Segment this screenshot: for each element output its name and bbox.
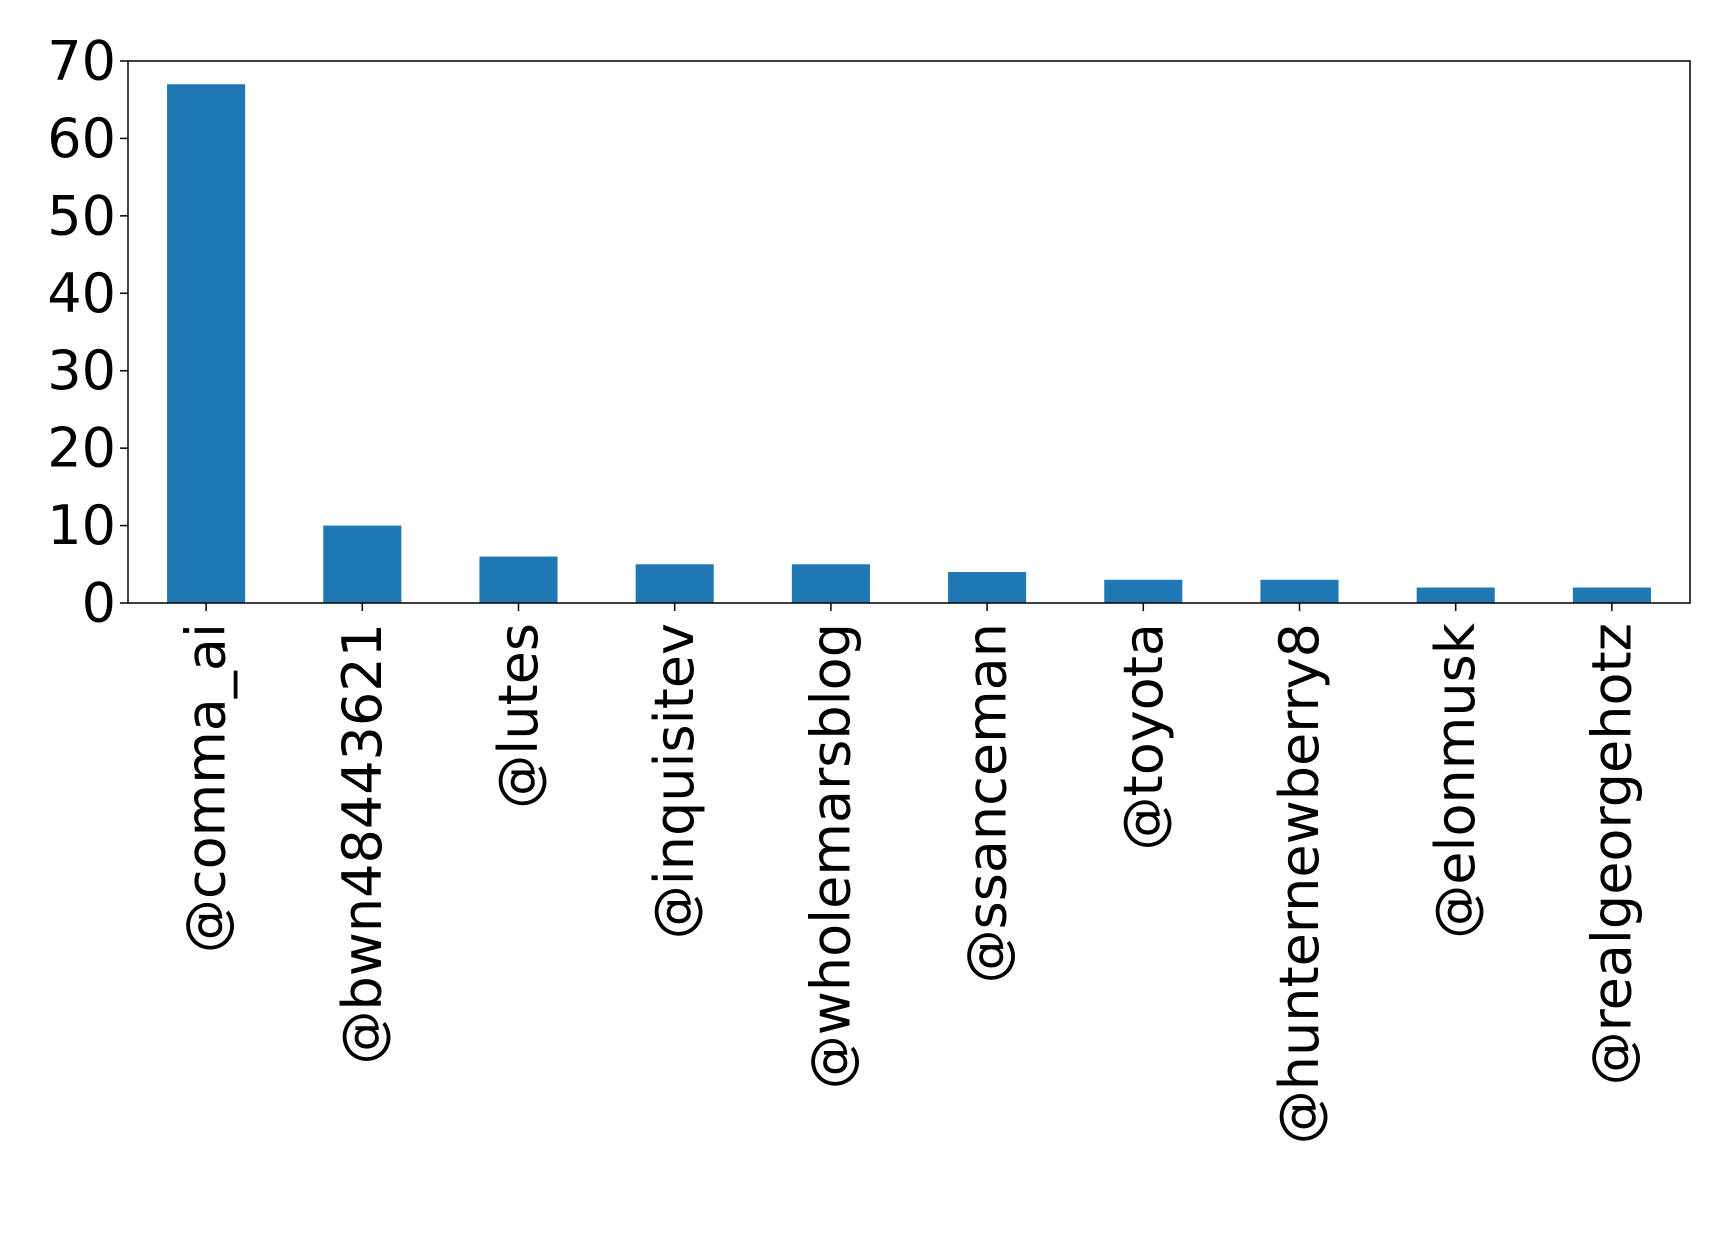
y-tick-label: 40 [47,262,116,325]
bar [1416,587,1495,603]
y-tick-label: 10 [47,494,116,557]
plot-frame [127,60,1691,604]
y-tick-label: 70 [47,30,116,93]
x-tick-label: @toyota [1112,623,1175,850]
bar [1104,579,1183,603]
y-tick-label: 30 [47,339,116,402]
bar [948,572,1027,603]
bar [479,556,558,603]
bar [1260,579,1339,603]
x-axis: @comma_ai @bwn48443621 @lutes @inquisitev @w… [175,603,1643,1144]
x-tick-label: @hunternewberry8 [1268,623,1331,1144]
y-tick-label: 50 [47,184,116,247]
x-tick-label: @bwn48443621 [331,623,394,1065]
x-tick-label: @realgeorgehotz [1580,623,1643,1085]
x-tick-label: @inquisitev [643,623,706,939]
y-tick-label: 60 [47,107,116,170]
x-tick-label: @lutes [487,623,550,809]
x-tick-label: @elonmusk [1424,622,1487,938]
bar [791,564,870,603]
y-tick-label: 0 [82,572,116,635]
bars-group [167,84,1651,603]
y-axis: 0 10 20 30 40 50 60 70 [47,30,128,635]
y-tick-label: 20 [47,417,116,480]
bar [1572,587,1651,603]
bar [323,525,402,603]
bar [167,84,246,603]
bar [635,564,714,603]
x-tick-label: @wholemarsblog [799,623,862,1089]
x-tick-label: @comma_ai [175,623,238,953]
x-tick-label: @ssanceman [956,623,1019,983]
